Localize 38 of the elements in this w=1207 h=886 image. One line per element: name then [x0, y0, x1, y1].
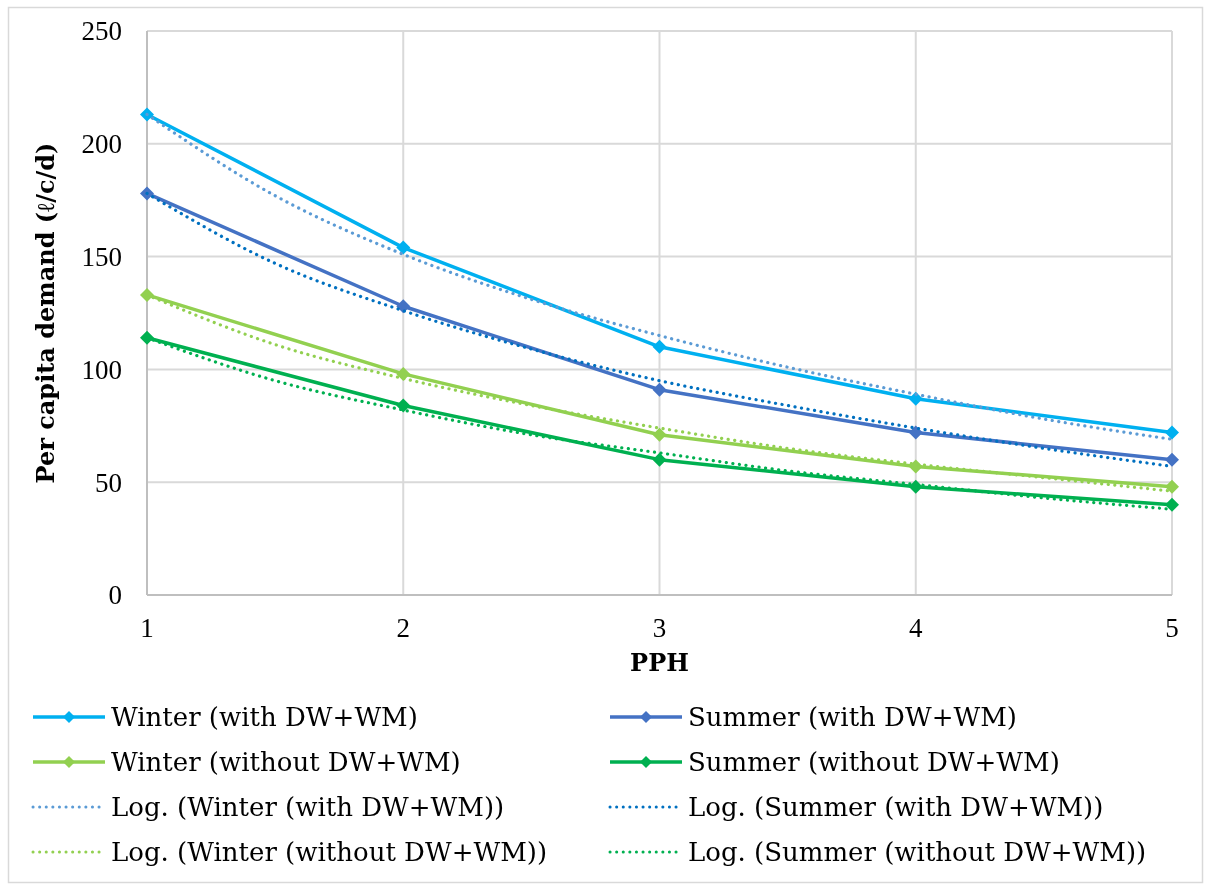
point: [908, 425, 923, 440]
legend-label: Winter (without DW+WM): [111, 747, 461, 778]
legend-label: Winter (with DW+WM): [111, 702, 418, 733]
point: [396, 240, 411, 255]
x-axis-title: PPH: [630, 648, 689, 678]
legend-label: Log. (Summer (with DW+WM)): [688, 792, 1104, 823]
y-tick-label: 0: [108, 580, 122, 611]
point: [396, 366, 411, 381]
point: [396, 299, 411, 314]
legend-label: Log. (Summer (without DW+WM)): [688, 837, 1147, 868]
y-tick-label: 150: [81, 242, 122, 273]
point: [908, 391, 923, 406]
y-tick-label: 100: [81, 354, 122, 385]
x-tick-label: 4: [909, 613, 923, 644]
point: [1165, 497, 1179, 512]
point: [652, 382, 667, 397]
x-tick-label: 3: [652, 613, 667, 644]
point: [140, 107, 154, 122]
y-tick-label: 50: [95, 467, 122, 498]
legend-label: Log. (Winter (with DW+WM)): [111, 792, 505, 823]
legend-label: Summer (with DW+WM): [688, 702, 1017, 733]
y-tick-label: 200: [81, 129, 122, 160]
y-tick-label: 250: [81, 16, 122, 47]
point: [1165, 452, 1179, 467]
point: [140, 186, 154, 201]
x-tick-label: 1: [140, 613, 154, 644]
legend-label: Log. (Winter (without DW+WM)): [111, 837, 548, 868]
y-axis-title: Per capita demand (ℓ/c/d): [31, 142, 61, 484]
point: [652, 339, 667, 354]
point: [652, 452, 667, 467]
x-tick-label: 2: [396, 613, 410, 644]
point: [140, 330, 154, 345]
point: [1165, 425, 1179, 440]
point: [396, 398, 411, 413]
legend-label: Summer (without DW+WM): [688, 747, 1060, 778]
point: [1165, 479, 1179, 494]
point: [652, 427, 667, 442]
x-tick-label: 5: [1165, 613, 1179, 644]
